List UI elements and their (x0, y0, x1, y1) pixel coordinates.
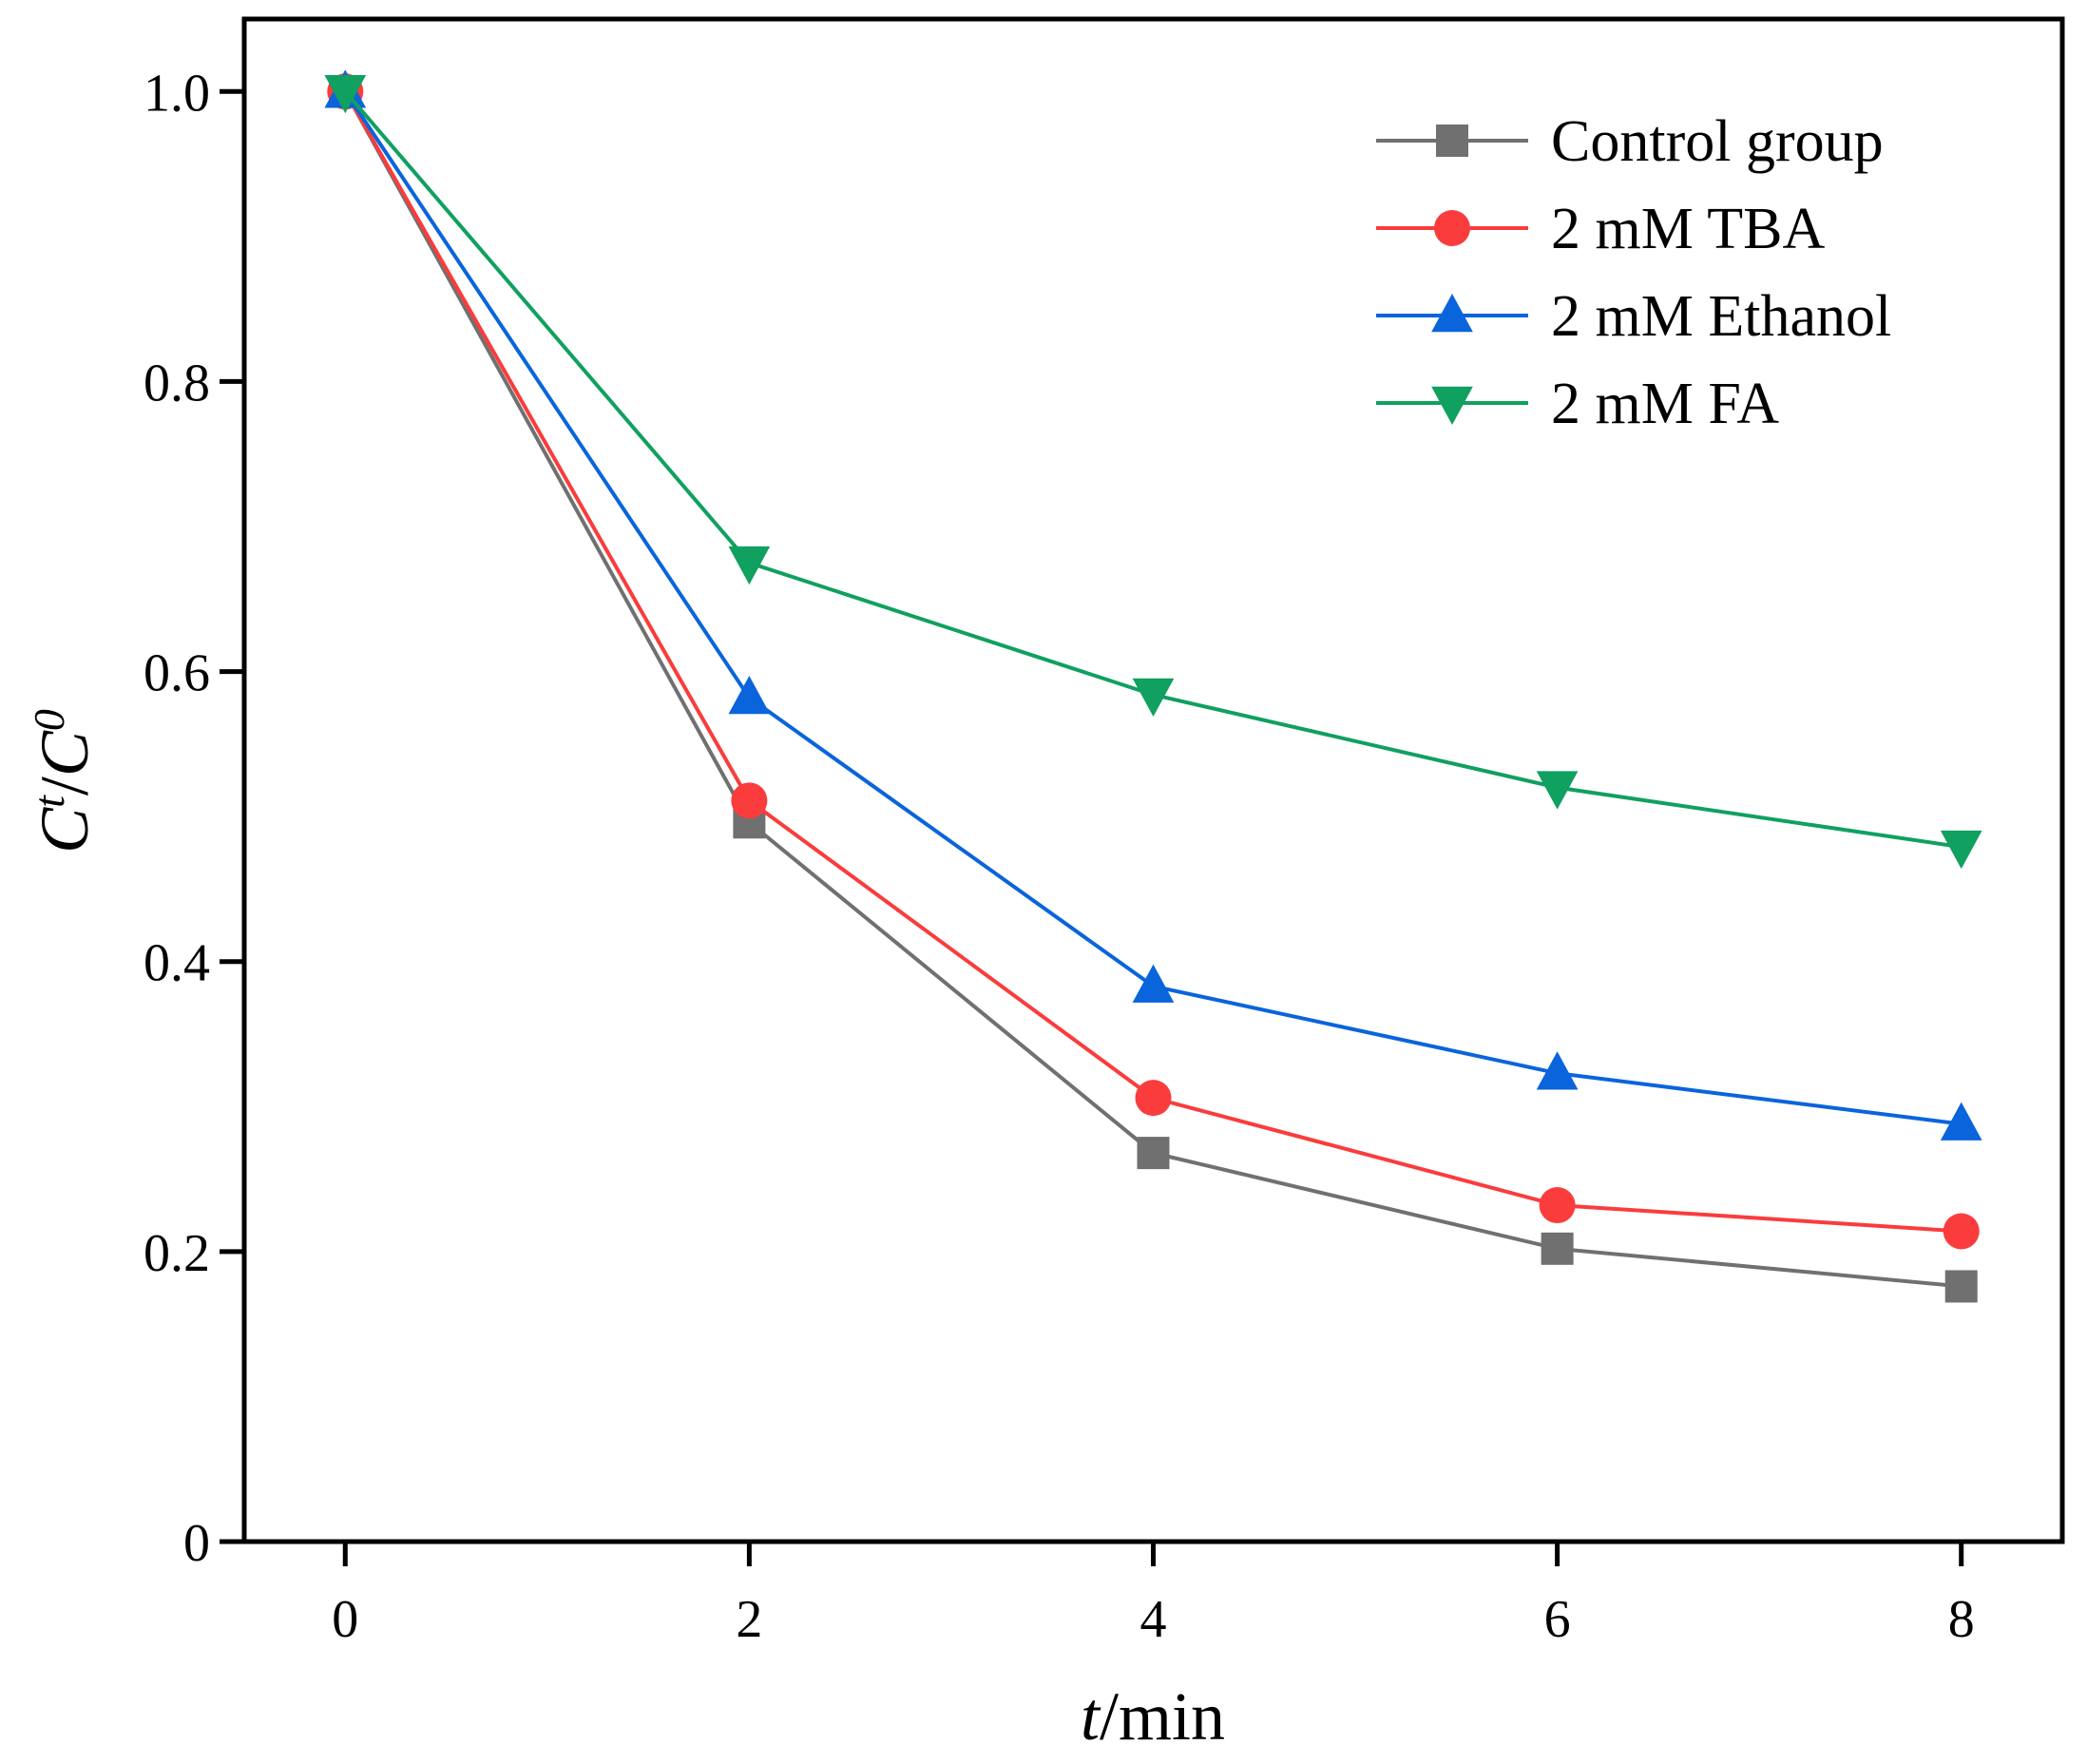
data-point-control-group (1137, 1137, 1170, 1170)
y-axis-title: Ct/C0 (25, 709, 104, 853)
data-point-2-mm-ethanol (1536, 1051, 1579, 1090)
legend: Control group 2 mM TBA 2 mM Ethanol 2 mM FA (1376, 109, 1891, 436)
legend-marker (1431, 386, 1473, 425)
series-line-2-mm-tba (343, 90, 1962, 1234)
y-axis-title-sup1: t (25, 795, 73, 808)
y-axis-title-sep: / (27, 777, 103, 796)
x-axis-ticks: 0 2 4 6 8 (332, 1542, 1975, 1649)
y-tick-label: 0.2 (144, 1224, 210, 1283)
data-point-2-mm-ethanol (1940, 1102, 1982, 1141)
y-tick-label: 0.8 (144, 354, 210, 412)
series-2-mm-fa (324, 75, 1982, 870)
data-point-2-mm-fa (728, 546, 771, 585)
legend-marker (1436, 125, 1468, 157)
x-axis-title-rest: /min (1100, 1678, 1225, 1754)
y-axis-title-sup2: 0 (25, 709, 73, 731)
y-tick-label: 0.6 (144, 644, 210, 703)
data-point-2-mm-fa (1940, 830, 1982, 870)
y-tick-label: 1.0 (144, 64, 210, 123)
data-point-2-mm-tba (1539, 1187, 1576, 1224)
legend-marker (1431, 294, 1473, 333)
x-tick-label: 8 (1948, 1590, 1975, 1649)
data-point-2-mm-tba (1943, 1213, 1980, 1250)
data-point-2-mm-ethanol (728, 676, 771, 715)
data-point-control-group (1944, 1270, 1978, 1303)
legend-marker (1434, 210, 1470, 246)
x-tick-label: 0 (332, 1590, 358, 1649)
legend-item-2-mm-ethanol: 2 mM Ethanol (1376, 284, 1891, 349)
series-layer (324, 69, 1982, 1303)
data-point-control-group (1541, 1232, 1574, 1265)
x-tick-label: 2 (736, 1590, 762, 1649)
legend-label: 2 mM FA (1551, 372, 1779, 436)
y-axis-ticks: 0 0.2 0.4 0.6 0.8 1.0 (144, 64, 244, 1573)
data-point-2-mm-fa (1536, 771, 1579, 810)
data-point-2-mm-fa (324, 75, 367, 114)
legend-label: 2 mM Ethanol (1551, 284, 1891, 349)
legend-item-2-mm-tba: 2 mM TBA (1376, 197, 1825, 261)
x-tick-label: 4 (1140, 1590, 1167, 1649)
data-point-2-mm-tba (1135, 1080, 1172, 1117)
data-point-2-mm-fa (1132, 678, 1175, 717)
y-axis-title-c1: C (27, 807, 103, 853)
legend-item-control-group: Control group (1376, 109, 1884, 174)
y-axis-title-c2: C (27, 730, 103, 777)
legend-item-2-mm-fa: 2 mM FA (1376, 372, 1779, 436)
data-point-2-mm-ethanol (1132, 964, 1175, 1003)
y-tick-label: 0 (183, 1514, 210, 1573)
y-tick-label: 0.4 (144, 934, 210, 993)
legend-label: Control group (1551, 109, 1884, 174)
legend-label: 2 mM TBA (1551, 197, 1825, 261)
x-axis-title: t/min (1081, 1678, 1225, 1754)
x-tick-label: 6 (1544, 1590, 1571, 1649)
data-point-2-mm-tba (731, 782, 768, 819)
x-axis-title-italic: t (1081, 1678, 1101, 1754)
